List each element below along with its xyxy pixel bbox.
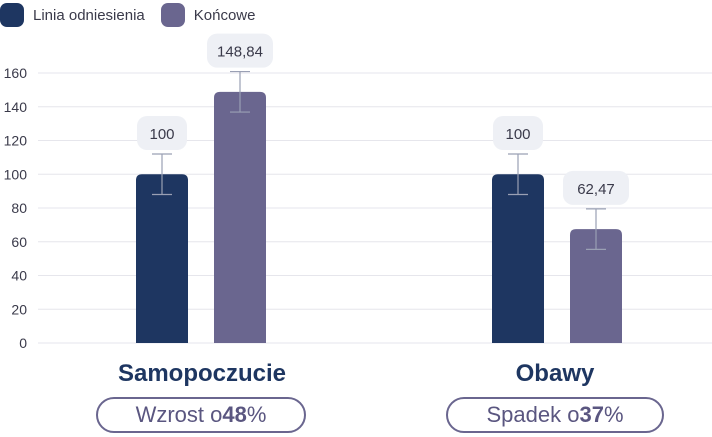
- bar-chart: 0 20 40 60 80 100 120 140 160 100 148,84 100 62,47: [4, 33, 712, 351]
- summary-badge-increase: Wzrost o 48 %: [96, 397, 306, 433]
- legend-item-baseline: Linia odniesienia: [0, 3, 145, 27]
- data-label: 100: [505, 126, 530, 143]
- data-label-bg: [563, 170, 629, 205]
- category-title-obawy: Obawy: [515, 360, 595, 387]
- y-tick-label: 40: [11, 268, 27, 284]
- legend: Linia odniesienia Końcowe: [0, 0, 271, 30]
- y-tick-label: 20: [11, 301, 27, 317]
- summary-prefix: Wzrost o: [135, 402, 223, 427]
- legend-label-final: Końcowe: [193, 6, 256, 24]
- data-label: 62,47: [577, 181, 615, 198]
- summary-value: 37: [579, 402, 604, 427]
- y-tick-label: 100: [4, 166, 28, 182]
- legend-swatch-final: [160, 3, 185, 27]
- data-label: 100: [149, 126, 174, 143]
- bar: [214, 91, 266, 344]
- y-tick-label: 120: [4, 133, 28, 149]
- summary-value: 48: [222, 402, 247, 427]
- data-label-bg: [137, 116, 187, 150]
- data-label: 148,84: [217, 44, 263, 61]
- bar: [492, 174, 544, 343]
- summary-prefix: Spadek o: [486, 402, 580, 427]
- y-tick-label: 140: [4, 99, 28, 115]
- y-tick-label: 0: [19, 335, 27, 351]
- data-label-bg: [207, 33, 273, 68]
- summary-badge-decrease: Spadek o 37 %: [446, 397, 664, 433]
- legend-item-final: Końcowe: [160, 3, 256, 27]
- legend-label-baseline: Linia odniesienia: [33, 6, 145, 24]
- bar: [136, 174, 188, 343]
- y-tick-label: 60: [11, 234, 27, 250]
- bar: [570, 229, 622, 343]
- category-title-samopoczucie: Samopoczucie: [117, 360, 287, 387]
- summary-suffix: %: [246, 402, 267, 427]
- y-tick-label: 160: [4, 65, 28, 81]
- summary-suffix: %: [603, 402, 624, 427]
- data-label-bg: [493, 116, 543, 150]
- legend-swatch-baseline: [0, 3, 24, 27]
- y-tick-label: 80: [11, 200, 27, 216]
